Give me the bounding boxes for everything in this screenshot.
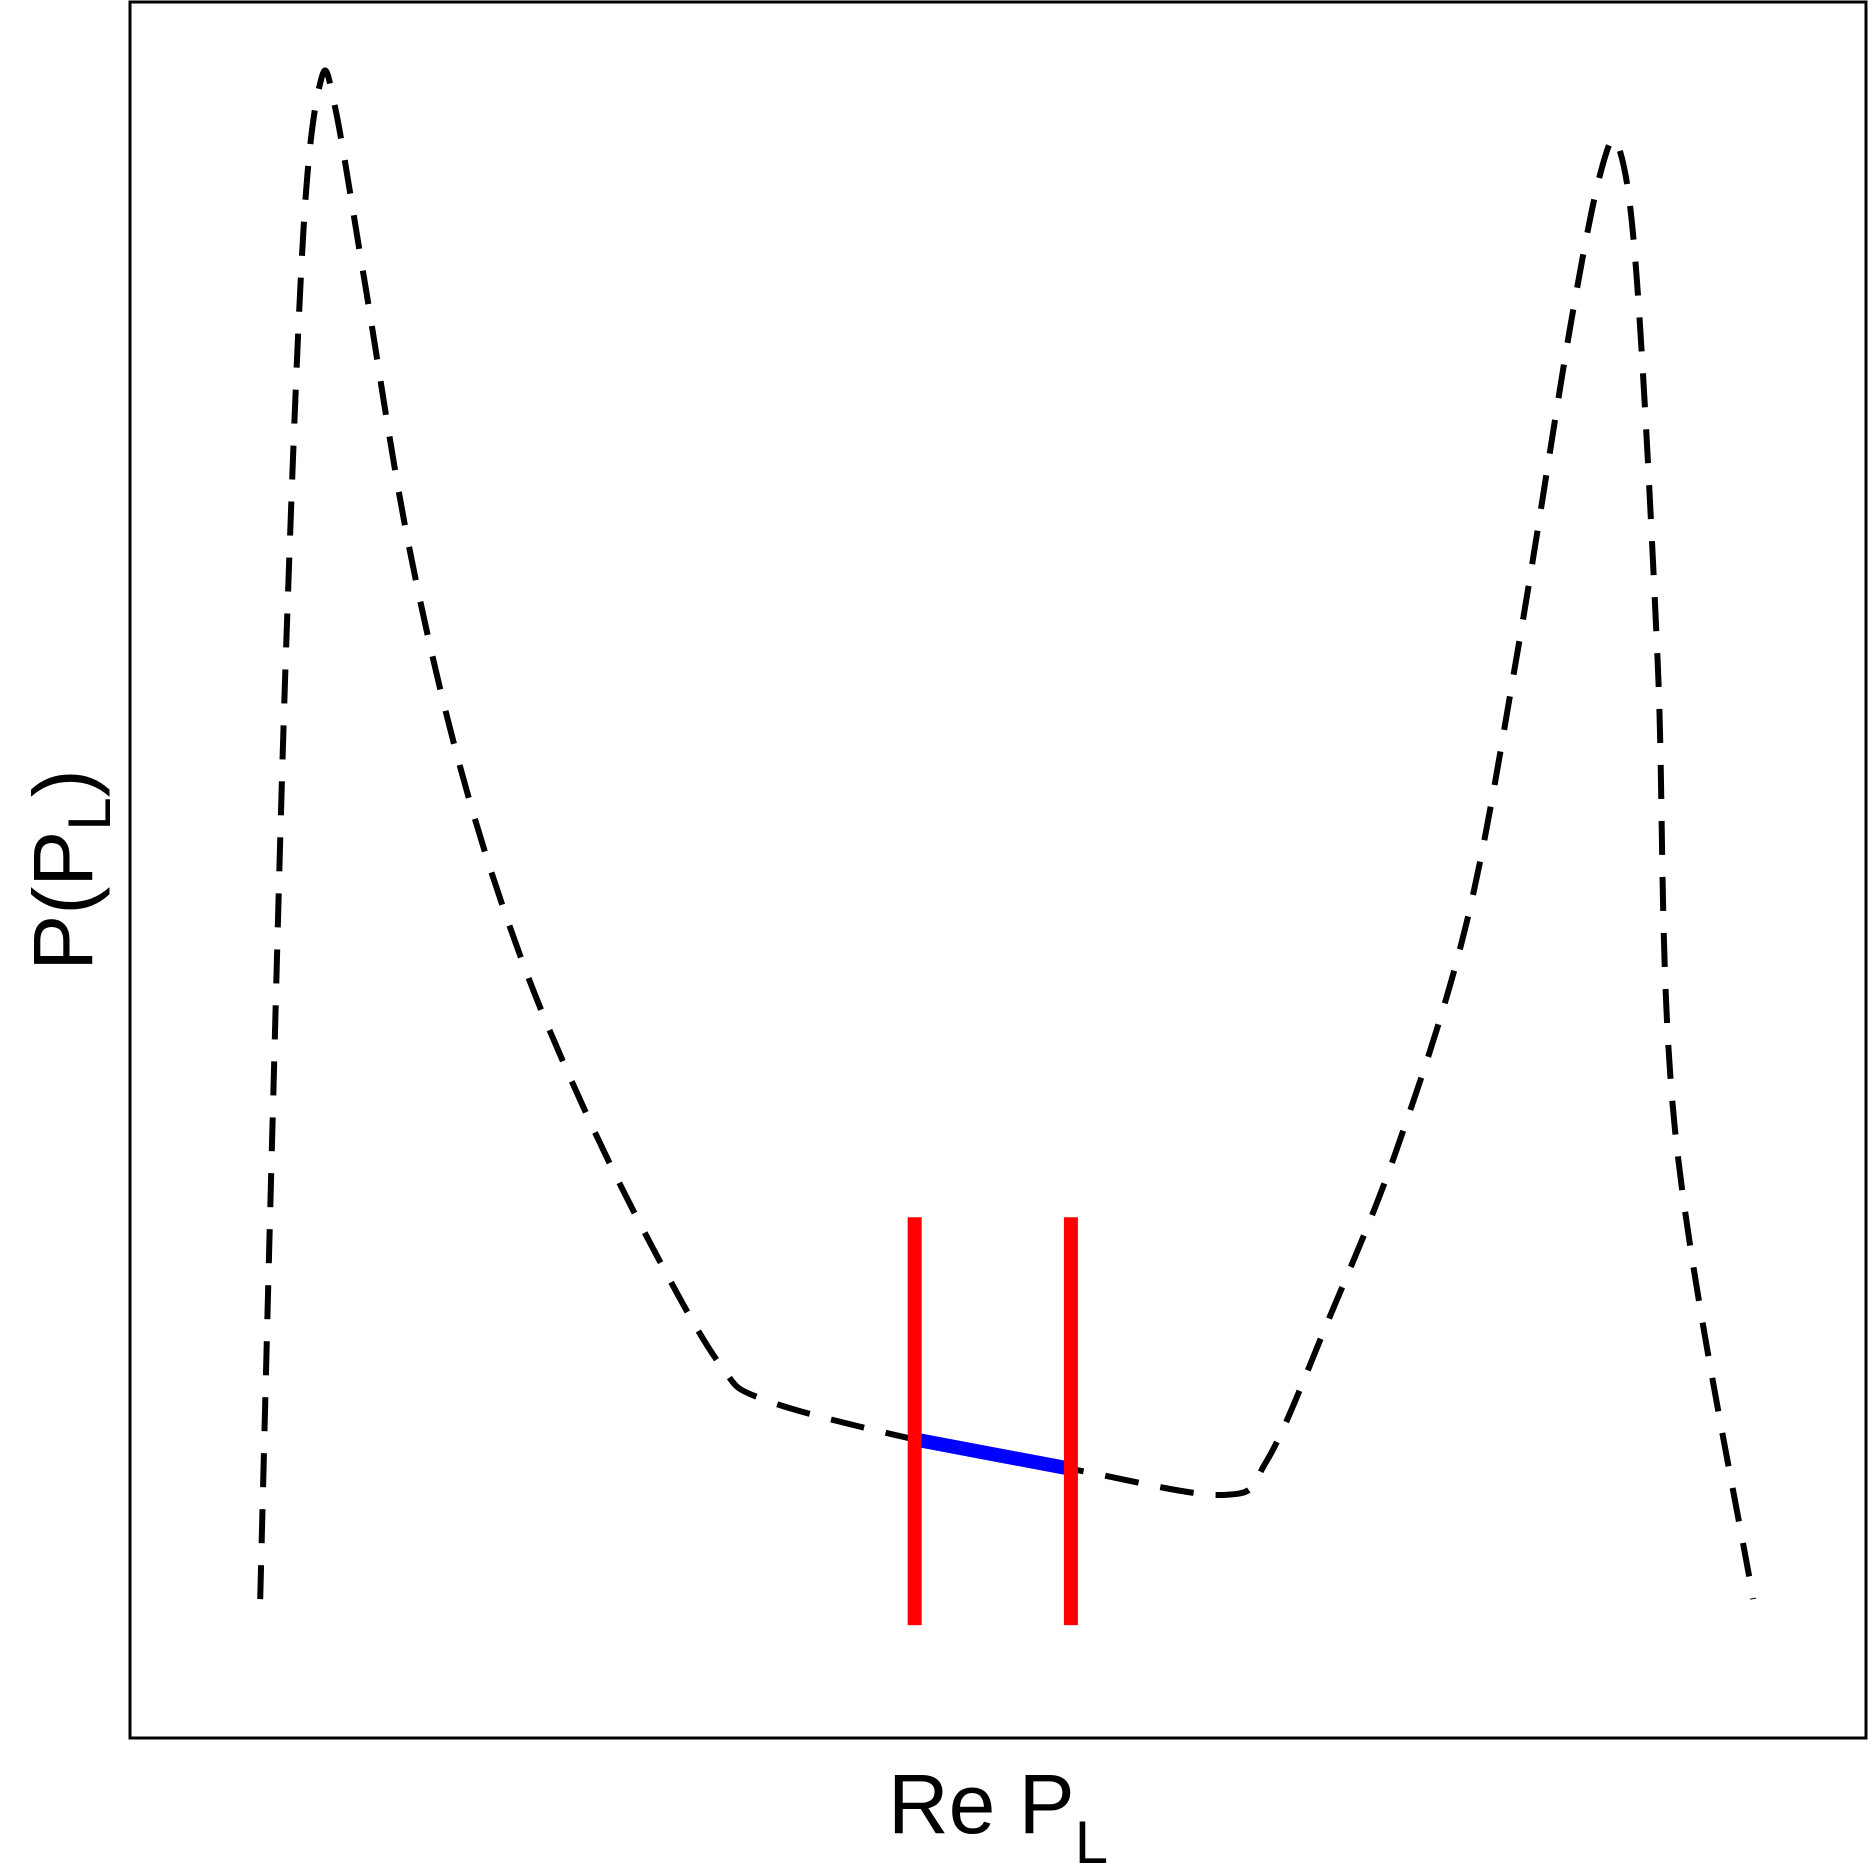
x-axis-label: Re PL <box>888 1757 1108 1871</box>
distribution-curve-dashed <box>257 67 1757 1600</box>
y-axis-label-subscript: L <box>56 797 123 830</box>
y-axis-label-base: P(P <box>16 831 110 971</box>
x-axis-label-subscript: L <box>1075 1809 1108 1871</box>
y-axis-label: P(PL) <box>16 769 123 970</box>
series-layer <box>257 67 1757 1600</box>
highlight-segment-1 <box>913 1432 1073 1476</box>
plot-frame <box>128 0 1868 1740</box>
x-axis-label-base: Re P <box>888 1757 1075 1851</box>
marker-lines <box>907 1217 1078 1626</box>
y-axis-label-suffix: ) <box>16 769 110 797</box>
